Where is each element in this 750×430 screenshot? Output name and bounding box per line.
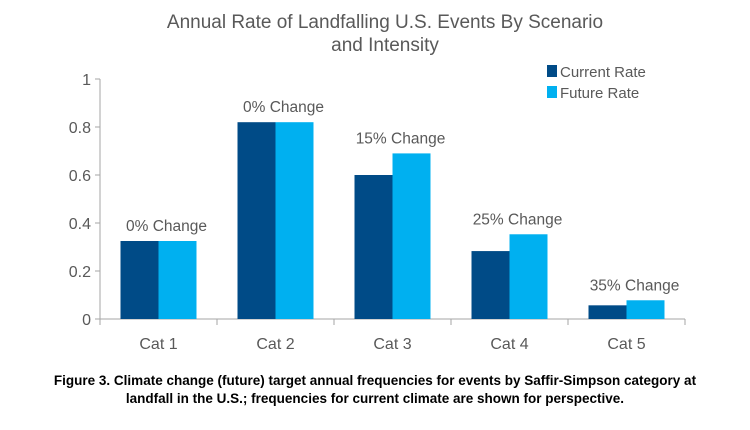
y-tick-label: 0: [82, 312, 91, 329]
chart-title-line: and Intensity: [331, 35, 439, 56]
change-label: 0% Change: [243, 99, 324, 116]
bar-future-rate: [626, 300, 665, 319]
y-tick-label: 0.6: [69, 168, 91, 185]
bar-current-rate: [588, 305, 627, 319]
y-tick-label: 0.4: [69, 216, 91, 233]
bar-current-rate: [471, 251, 510, 319]
bar-current-rate: [237, 122, 276, 319]
x-tick-label: Cat 3: [373, 336, 411, 353]
bar-future-rate: [392, 153, 431, 319]
y-tick-label: 0.8: [69, 120, 91, 137]
legend-label: Current Rate: [560, 64, 646, 81]
legend-swatch: [547, 86, 557, 98]
bar-future-rate: [275, 122, 314, 319]
figure-caption: Figure 3. Climate change (future) target…: [20, 372, 730, 408]
change-label: 15% Change: [356, 130, 446, 147]
x-tick-label: Cat 2: [256, 336, 294, 353]
bar-current-rate: [120, 241, 159, 319]
chart-title-line: Annual Rate of Landfalling U.S. Events B…: [167, 12, 603, 33]
change-label: 25% Change: [473, 211, 563, 228]
x-tick-label: Cat 5: [607, 336, 645, 353]
change-label: 35% Change: [590, 277, 680, 294]
bar-future-rate: [509, 234, 548, 319]
caption-line-1: Figure 3. Climate change (future) target…: [53, 373, 697, 388]
y-tick-label: 0.2: [69, 264, 91, 281]
y-tick-label: 1: [82, 72, 91, 89]
legend-label: Future Rate: [560, 85, 639, 102]
change-label: 0% Change: [126, 218, 207, 235]
legend-swatch: [547, 65, 557, 77]
bar-chart: Annual Rate of Landfalling U.S. Events B…: [69, 12, 686, 353]
bar-future-rate: [158, 241, 197, 319]
x-tick-label: Cat 4: [490, 336, 528, 353]
bar-current-rate: [354, 175, 393, 319]
x-tick-label: Cat 1: [139, 336, 177, 353]
caption-line-2: landfall in the U.S.; frequencies for cu…: [125, 391, 625, 406]
